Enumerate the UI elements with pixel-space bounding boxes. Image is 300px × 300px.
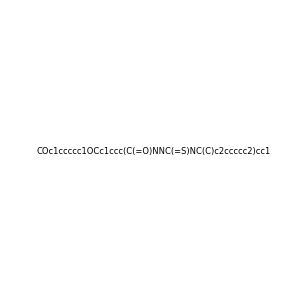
- Text: COc1ccccc1OCc1ccc(C(=O)NNC(=S)NC(C)c2ccccc2)cc1: COc1ccccc1OCc1ccc(C(=O)NNC(=S)NC(C)c2ccc…: [37, 147, 271, 156]
